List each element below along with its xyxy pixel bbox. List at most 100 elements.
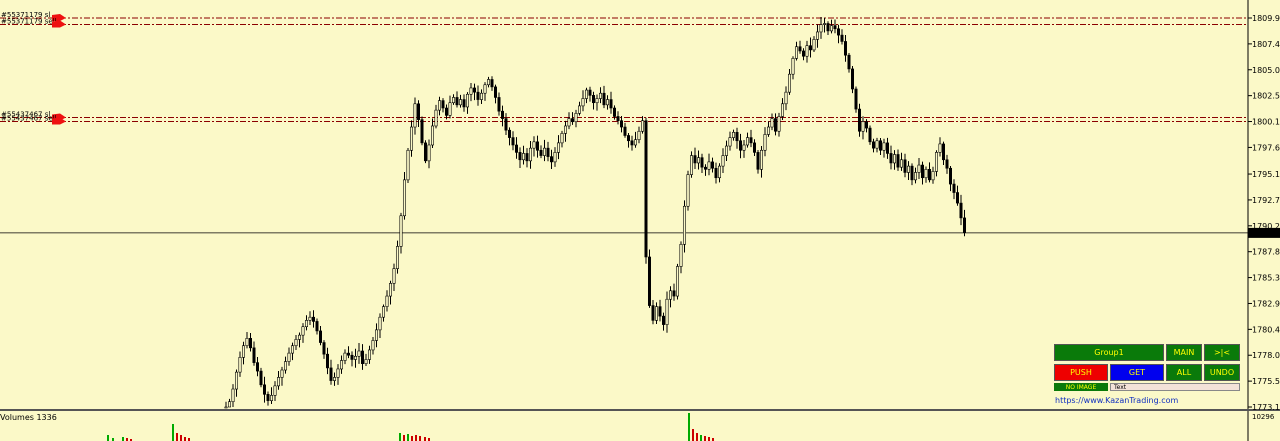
candle-body <box>724 145 728 156</box>
candle-body <box>945 159 949 169</box>
volume-bar <box>712 438 714 441</box>
volume-bar <box>176 433 178 441</box>
candle-body <box>913 172 917 181</box>
candle-body <box>329 367 333 381</box>
candle-body <box>336 368 340 378</box>
candle-body <box>707 161 711 170</box>
candle-body <box>353 355 357 360</box>
main-button[interactable]: MAIN <box>1166 344 1202 361</box>
candle-body <box>283 361 287 371</box>
candle-body <box>927 168 931 181</box>
candle-body <box>626 135 630 142</box>
candle-body <box>297 334 301 340</box>
candle-body <box>518 152 522 161</box>
candle-body <box>420 119 424 144</box>
volume-bar <box>122 437 124 441</box>
candle-body <box>605 99 609 106</box>
candle-body <box>714 167 718 179</box>
volume-bar <box>172 424 174 441</box>
candle-body <box>749 137 753 144</box>
no-image-toggle[interactable]: NO IMAGE <box>1054 383 1108 391</box>
candle-body <box>374 329 378 341</box>
candle-body <box>777 116 781 132</box>
candle-body <box>679 244 683 267</box>
candle-body <box>619 120 623 128</box>
volume-bar <box>708 437 710 441</box>
get-button[interactable]: GET <box>1110 364 1164 381</box>
candle-body <box>948 167 952 185</box>
candle-body <box>322 342 326 355</box>
volume-bar <box>403 435 405 441</box>
candle-body <box>511 137 515 146</box>
candle-body <box>399 215 403 247</box>
price-tick-label: 1795.15 <box>1252 170 1280 179</box>
candle-body <box>934 152 938 172</box>
candle-body <box>822 23 826 25</box>
candle-body <box>493 86 497 98</box>
candle-body <box>941 143 945 161</box>
candle-body <box>700 157 704 168</box>
group-button[interactable]: Group1 <box>1054 344 1164 361</box>
candle-body <box>276 377 280 387</box>
candle-body <box>861 121 865 132</box>
order-label: #55437467 sell <box>1 115 57 123</box>
candle-body <box>308 316 312 321</box>
candle-body <box>696 157 700 164</box>
candle-body <box>546 147 550 157</box>
undo-button[interactable]: UNDO <box>1204 364 1240 381</box>
candle-body <box>364 359 368 364</box>
candle-body <box>584 89 588 99</box>
website-link[interactable]: https://www.KazanTrading.com <box>1055 396 1179 405</box>
candle-body <box>528 147 532 162</box>
candle-body <box>266 394 270 401</box>
candle-body <box>651 305 655 321</box>
all-button[interactable]: ALL <box>1166 364 1202 381</box>
candle-body <box>836 28 840 36</box>
push-button[interactable]: PUSH <box>1054 364 1108 381</box>
current-price-box <box>1248 227 1280 238</box>
candle-body <box>245 338 249 347</box>
candle-body <box>854 88 858 110</box>
candle-body <box>581 98 585 107</box>
price-tick-label: 1809.92 <box>1252 14 1280 23</box>
candle-body <box>857 108 861 132</box>
candle-body <box>472 87 476 93</box>
candle-body <box>640 120 644 132</box>
current-price-label: 1789.58 <box>1252 229 1280 238</box>
price-tick-label: 1802.57 <box>1252 92 1280 101</box>
text-field[interactable]: Text <box>1110 383 1240 391</box>
candle-body <box>878 140 882 151</box>
candle-body <box>423 142 427 162</box>
candle-body <box>504 118 508 131</box>
candle-body <box>931 171 935 181</box>
candle-body <box>710 161 714 169</box>
candle-body <box>616 116 620 121</box>
volume-bar <box>130 439 132 441</box>
candle-body <box>444 107 448 116</box>
skip-button[interactable]: >|< <box>1204 344 1240 361</box>
candle-body <box>752 142 756 153</box>
candle-body <box>959 202 963 219</box>
candle-body <box>490 79 494 88</box>
candle-body <box>346 352 350 356</box>
candle-body <box>462 99 466 108</box>
order-label: #55371179 sell <box>1 18 57 26</box>
price-tick-label: 1782.90 <box>1252 299 1280 308</box>
candle-body <box>840 34 844 42</box>
candle-body <box>633 139 637 146</box>
candle-body <box>875 140 879 149</box>
candle-body <box>668 290 672 300</box>
candle-body <box>658 306 662 317</box>
candle-body <box>287 352 291 362</box>
candle-body <box>242 345 246 358</box>
candle-body <box>409 126 413 151</box>
candle-body <box>955 192 959 204</box>
candle-body <box>514 144 518 153</box>
candle-body <box>539 149 543 156</box>
price-tick-label: 1787.80 <box>1252 248 1280 257</box>
candle-body <box>315 321 319 332</box>
volume-bar <box>188 438 190 441</box>
candle-body <box>906 165 910 173</box>
